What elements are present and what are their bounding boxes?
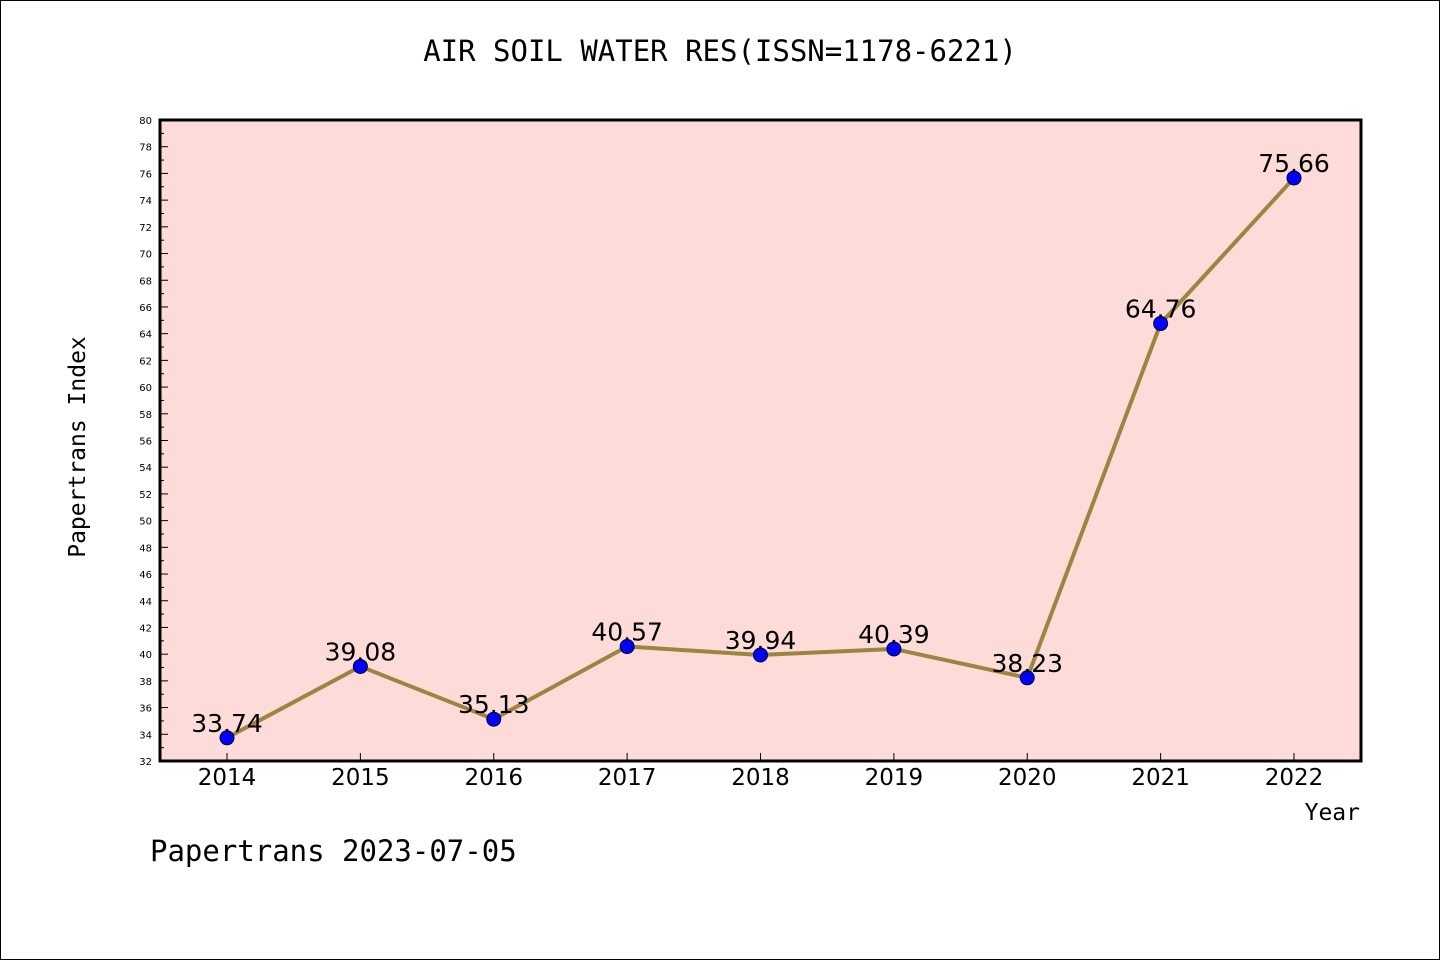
x-tick-label: 2017: [598, 765, 657, 791]
y-tick-label: 62: [139, 356, 152, 367]
x-tick-label: 2020: [998, 765, 1057, 791]
x-tick-label: 2018: [731, 765, 790, 791]
y-tick-label: 60: [139, 383, 152, 394]
data-label: 40.39: [858, 620, 930, 649]
data-label: 39.08: [325, 637, 397, 666]
y-tick-label: 58: [139, 410, 152, 421]
data-label: 75.66: [1258, 149, 1330, 178]
y-tick-label: 74: [139, 196, 152, 207]
data-point: [753, 647, 768, 663]
y-tick-label: 42: [139, 623, 152, 634]
y-tick-label: 68: [139, 276, 152, 287]
data-point: [886, 641, 902, 657]
y-tick-label: 72: [139, 223, 152, 234]
y-tick-label: 66: [139, 303, 152, 314]
y-tick-label: 54: [139, 463, 152, 474]
x-axis: 2014 2015 2016 2017 2018 2019 2020 2021 2022: [198, 753, 1324, 791]
data-point: [1153, 316, 1169, 332]
x-tick-label: 2021: [1131, 765, 1190, 791]
data-point: [352, 658, 368, 674]
chart-title: AIR SOIL WATER RES(ISSN=1178-6221): [423, 34, 1017, 68]
data-label: 64.76: [1125, 295, 1197, 324]
y-tick-label: 64: [139, 330, 152, 341]
data-points: [219, 170, 1302, 746]
y-tick-label: 36: [139, 704, 152, 715]
y-tick-label: 50: [139, 517, 152, 528]
y-tick-label: 34: [139, 730, 152, 741]
y-axis: 32 34 36 38 40 42 44 46 48 50 52 54 56 58 60 62 64 66 68 70…: [139, 116, 168, 768]
data-point: [486, 711, 502, 727]
y-axis-label: Papertrans Index: [65, 336, 91, 558]
data-point: [619, 639, 635, 655]
x-tick-label: 2014: [198, 765, 257, 791]
data-labels: 33.74 39.08 35.13 40.57 39.94 40.39 38.23 64.76…: [191, 149, 1330, 738]
y-tick-label: 70: [139, 250, 152, 261]
x-tick-label: 2019: [865, 765, 924, 791]
data-label: 33.74: [191, 709, 263, 738]
data-label: 39.94: [725, 626, 797, 655]
footer-credit: Papertrans 2023-07-05: [150, 834, 517, 868]
x-tick-label: 2015: [331, 765, 390, 791]
data-point: [1019, 670, 1035, 686]
data-point: [219, 730, 235, 746]
x-axis-label: Year: [1305, 800, 1360, 826]
y-tick-label: 52: [139, 490, 152, 501]
x-tick-label: 2022: [1265, 765, 1324, 791]
y-tick-label: 78: [139, 143, 152, 154]
y-tick-label: 32: [139, 757, 152, 768]
data-label: 35.13: [458, 690, 530, 719]
y-tick-label: 46: [139, 570, 152, 581]
y-tick-label: 48: [139, 543, 152, 554]
y-tick-label: 40: [139, 650, 152, 661]
y-tick-label: 80: [139, 116, 152, 127]
y-tick-label: 76: [139, 169, 152, 180]
data-label: 38.23: [991, 649, 1063, 678]
data-point: [1286, 170, 1302, 186]
y-tick-label: 56: [139, 437, 152, 448]
x-tick-label: 2016: [464, 765, 523, 791]
data-label: 40.57: [591, 618, 663, 647]
y-tick-label: 38: [139, 677, 152, 688]
y-tick-label: 44: [139, 597, 152, 608]
